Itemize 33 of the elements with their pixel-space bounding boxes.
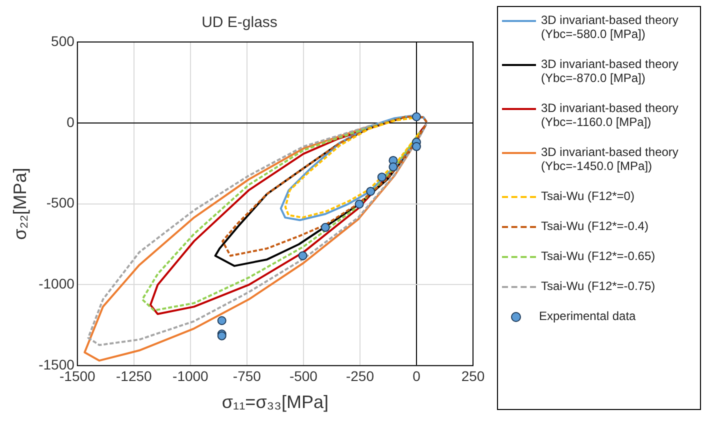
x-tick-label: 0 [412,368,421,384]
point [298,251,308,260]
legend-label: 3D invariant-based theory (Ybc=-1160.0 [MPa]) [541,101,680,129]
legend-label: Tsai-Wu (F12*=-0.4) [541,219,648,233]
x-tick-label: 250 [461,368,485,384]
y-tick-label: -1000 [38,276,75,292]
point [217,316,226,326]
legend-label: 3D invariant-based theory (Ybc=-580.0 [MPa]) [541,13,680,41]
point [377,172,386,182]
x-tick-label: -1000 [172,368,209,384]
point [366,186,376,196]
x-tick-label: -500 [289,368,318,384]
legend-label: Tsai-Wu (F12*=0) [541,189,634,203]
y-tick-label: -500 [46,194,75,211]
point [354,200,364,209]
x-tick-label: -750 [232,368,262,384]
y-tick-label: 0 [66,114,75,130]
legend-label: Experimental data [539,309,636,323]
legend-label: 3D invariant-based theory (Ybc=-1450.0 [MPa]) [541,145,680,173]
x-tick-label: -1250 [116,368,152,384]
legend-label: 3D invariant-based theory (Ybc=-870.0 [MPa]) [541,57,680,85]
legend-label: Tsai-Wu (F12*=-0.65) [541,249,656,263]
y-tick-label: 500 [51,32,75,49]
point [320,222,330,232]
point [412,112,421,122]
chart-title: UD E-glass [202,14,278,32]
legend-label: Tsai-Wu (F12*=-0.75) [541,279,656,293]
y-tick-label: -1500 [38,356,75,372]
x-tick-label: -250 [346,368,374,384]
point [412,142,421,152]
point [388,162,398,172]
x-axis-title: σ₁₁=σ₃₃[MPa] [222,392,328,412]
y-axis-title: σ₂₂[MPa] [10,168,30,240]
